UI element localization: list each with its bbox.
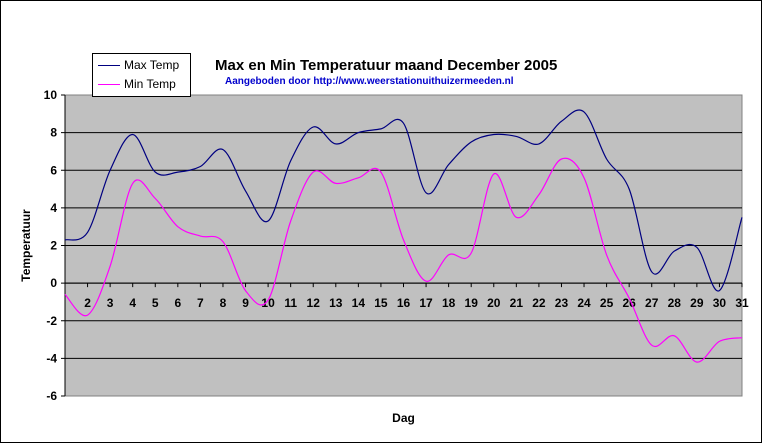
x-tick-label: 3: [107, 296, 114, 310]
x-tick-label: 28: [668, 296, 682, 310]
legend-swatch-min-temp: [98, 84, 120, 85]
y-tick-label: 4: [50, 201, 57, 215]
x-tick-label: 29: [690, 296, 704, 310]
series-lines: [64, 109, 743, 363]
x-tick-label: 9: [242, 296, 249, 310]
y-tick-label: 6: [50, 163, 57, 177]
x-tick-label: 23: [555, 296, 569, 310]
x-tick-label: 16: [397, 296, 411, 310]
x-tick-label: 7: [197, 296, 204, 310]
x-tick-label: 6: [174, 296, 181, 310]
x-tick-label: 14: [352, 296, 366, 310]
legend-item-min-temp: Min Temp: [93, 75, 190, 93]
y-tick-label: 10: [44, 88, 58, 102]
y-axis-title: Temperatuur: [19, 209, 33, 282]
y-tick-label: 8: [50, 126, 57, 140]
series-line-min-temp: [64, 157, 743, 363]
x-tick-label: 12: [307, 296, 321, 310]
x-tick-label: 11: [284, 296, 297, 310]
x-axis-title: Dag: [392, 411, 415, 425]
chart-title: Max en Min Temperatuur maand December 20…: [215, 57, 558, 74]
x-tick-label: 18: [442, 296, 456, 310]
x-tick-label: 25: [600, 296, 614, 310]
x-tick-label: 15: [374, 296, 388, 310]
x-tick-label: 4: [129, 296, 136, 310]
chart-subtitle: Aangeboden door http://www.weerstationui…: [225, 76, 514, 87]
x-tick-label: 19: [465, 296, 479, 310]
y-tick-label: -6: [46, 389, 57, 403]
y-tick-label: 2: [50, 239, 57, 253]
x-tick-label: 10: [261, 296, 275, 310]
y-tick-label: -4: [46, 351, 57, 365]
x-tick-label: 17: [419, 296, 433, 310]
x-tick-label: 20: [487, 296, 501, 310]
series-line-max-temp: [64, 109, 743, 292]
legend-item-max-temp: Max Temp: [93, 56, 190, 74]
y-tick-label: -2: [46, 314, 57, 328]
x-tick-label: 27: [645, 296, 659, 310]
x-tick-label: 13: [329, 296, 343, 310]
x-tick-label: 8: [220, 296, 227, 310]
x-tick-label: 31: [735, 296, 749, 310]
gridlines: [65, 132, 742, 359]
x-tick-label: 5: [152, 296, 159, 310]
x-tick-label: 30: [713, 296, 727, 310]
legend-label-max-temp: Max Temp: [124, 58, 180, 72]
x-tick-label: 2: [84, 296, 91, 310]
legend: Max Temp Min Temp: [92, 53, 191, 97]
x-tick-label: 22: [532, 296, 546, 310]
x-tick-label: 24: [577, 296, 591, 310]
legend-swatch-max-temp: [98, 65, 120, 66]
y-tick-label: 0: [50, 276, 57, 290]
legend-label-min-temp: Min Temp: [124, 77, 176, 91]
x-tick-label: 21: [510, 296, 524, 310]
